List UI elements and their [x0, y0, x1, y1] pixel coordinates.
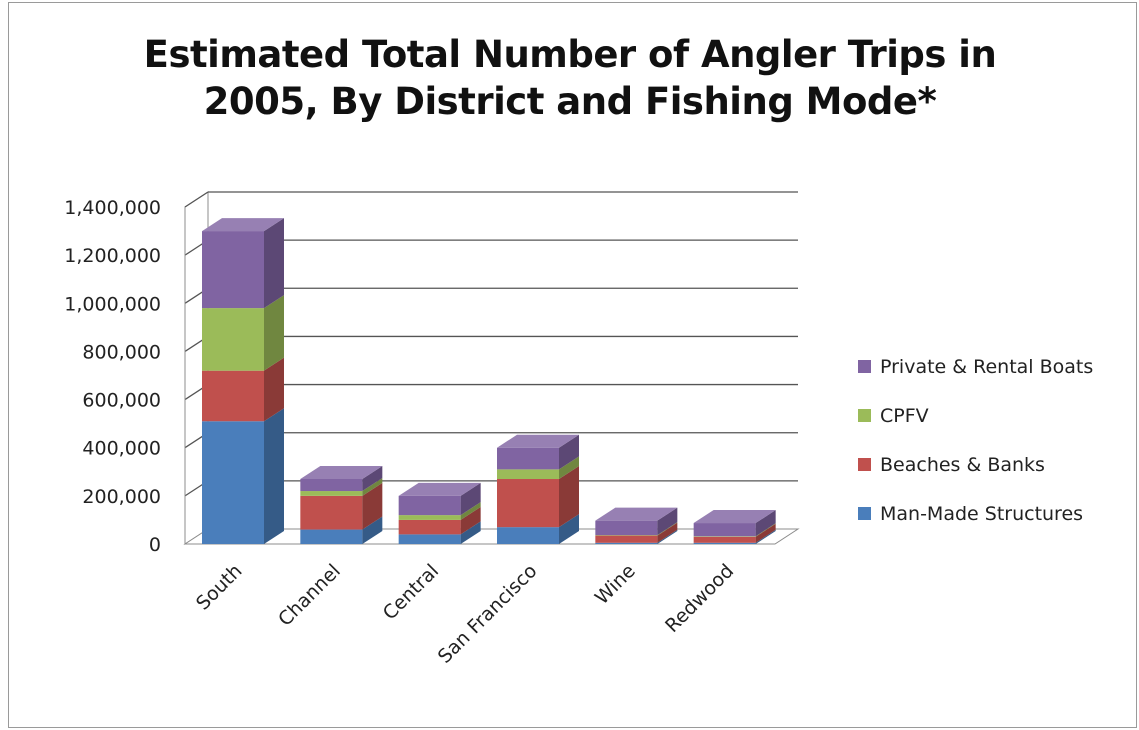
legend-swatch [858, 507, 871, 520]
legend-swatch [858, 409, 871, 422]
x-tick-label: South [192, 560, 247, 615]
y-tick-label: 600,000 [82, 390, 161, 412]
bar-front [202, 421, 264, 544]
bar-front [300, 496, 362, 530]
bar-front [300, 530, 362, 544]
bar-side [264, 295, 284, 371]
bar-front [399, 515, 461, 520]
x-tick-label: Redwood [661, 560, 738, 637]
legend-swatch [858, 360, 871, 373]
bar-front [399, 520, 461, 534]
bar-front [595, 543, 657, 544]
bar-front [202, 308, 264, 371]
bar-front [497, 479, 559, 527]
x-tick-label: San Francisco [434, 560, 542, 668]
y-axis-ticks: 0 200,000 400,000 600,000 800,000 1,000,000 1,… [64, 197, 161, 556]
bar-segment [202, 408, 284, 544]
bar-front [202, 231, 264, 308]
y-tick-label: 400,000 [82, 438, 161, 460]
x-tick-label: Wine [591, 560, 640, 609]
legend-swatch [858, 458, 871, 471]
bar-front [399, 496, 461, 515]
legend-label: CPFV [880, 405, 929, 427]
y-tick-label: 1,000,000 [64, 293, 161, 315]
bar-side [264, 408, 284, 544]
bar-front [595, 521, 657, 535]
bar-front [202, 371, 264, 422]
y-tick-label: 1,400,000 [64, 197, 161, 219]
y-tick-label: 0 [149, 534, 161, 556]
bar-side [264, 218, 284, 308]
y-tick-label: 800,000 [82, 341, 161, 363]
bar-front [497, 469, 559, 479]
bar-front [694, 537, 756, 543]
legend-label: Man-Made Structures [880, 503, 1083, 525]
bar-front [497, 527, 559, 544]
bar-front [694, 523, 756, 536]
bar-front [300, 479, 362, 491]
bar-segment [202, 218, 284, 308]
bar-front [399, 534, 461, 544]
bar-front [497, 448, 559, 470]
legend-label: Beaches & Banks [880, 454, 1045, 476]
bar-front [595, 536, 657, 543]
y-tick-label: 200,000 [82, 486, 161, 508]
bars [202, 218, 776, 544]
bar-front [300, 491, 362, 496]
y-tick-label: 1,200,000 [64, 245, 161, 267]
x-tick-label: Channel [274, 560, 345, 631]
x-tick-label: Central [379, 560, 443, 624]
legend: Private & Rental Boats CPFV Beaches & Bank… [858, 356, 1093, 525]
legend-label: Private & Rental Boats [880, 356, 1093, 378]
bar-segment [497, 435, 579, 470]
bar-front [694, 543, 756, 544]
